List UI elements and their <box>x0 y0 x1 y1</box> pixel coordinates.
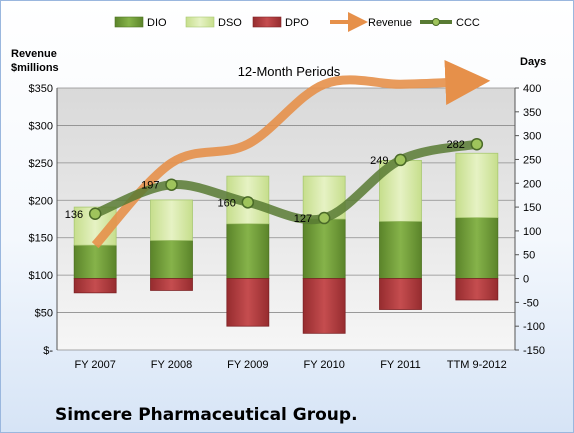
right-tick-label: -100 <box>523 321 545 333</box>
legend-label: DIO <box>147 17 167 29</box>
legend-swatch-dpo <box>252 16 282 28</box>
bar-dio <box>302 218 346 279</box>
ccc-data-label: 197 <box>141 180 159 192</box>
ccc-data-label: 249 <box>370 155 388 167</box>
revenue-line <box>91 60 491 249</box>
category-label: FY 2010 <box>303 359 344 371</box>
legend-swatch-ccc-dot <box>432 18 440 26</box>
right-tick-label: 0 <box>523 274 529 286</box>
ccc-point <box>88 207 102 221</box>
right-tick-label: 150 <box>523 202 541 214</box>
bar-dpo <box>73 278 117 294</box>
right-tick-label: 100 <box>523 226 541 238</box>
right-tick-label: 200 <box>523 178 541 190</box>
left-tick-label: $100 <box>29 270 53 282</box>
right-tick-label: -150 <box>523 345 545 357</box>
left-tick-label: $200 <box>29 195 53 207</box>
category-label: FY 2007 <box>74 359 115 371</box>
legend-swatch-dio <box>114 16 144 28</box>
right-tick-label: 350 <box>523 107 541 119</box>
category-label: FY 2011 <box>380 359 421 371</box>
bar-dio <box>455 217 499 279</box>
category-label: TTM 9-2012 <box>447 359 507 371</box>
ccc-data-label: 136 <box>65 209 83 221</box>
bar-dpo <box>150 278 193 291</box>
legend-label: DPO <box>285 17 309 29</box>
legend-swatch-dso <box>185 16 215 28</box>
left-axis-title-line1: Revenue <box>11 48 57 60</box>
right-axis-title: Days <box>520 56 547 68</box>
left-tick-label: $350 <box>29 83 53 95</box>
ccc-point <box>394 153 407 167</box>
chart-title: 12-Month Periods <box>237 64 341 79</box>
right-tick-label: 300 <box>523 131 541 143</box>
left-tick-label: $300 <box>29 120 53 132</box>
bar-dso <box>150 199 193 241</box>
left-tick-label: $- <box>43 345 53 357</box>
bar-dio <box>379 220 422 279</box>
bar-dio <box>226 223 270 279</box>
left-axis-title-line2: $millions <box>11 62 59 74</box>
right-tick-label: -50 <box>523 297 539 309</box>
left-tick-label: $50 <box>35 308 53 320</box>
ccc-point <box>470 137 484 151</box>
category-label: FY 2008 <box>151 359 192 371</box>
ccc-point <box>241 196 255 209</box>
bar-dpo <box>226 278 270 327</box>
right-tick-label: 250 <box>523 154 541 166</box>
ccc-data-label: 160 <box>217 197 235 209</box>
ccc-point <box>317 211 331 225</box>
legend-label: DSO <box>218 17 242 29</box>
left-tick-label: $150 <box>29 233 53 245</box>
legend-label: Revenue <box>368 17 412 29</box>
bar-dio <box>73 244 117 279</box>
left-axis-title: Revenue $millions <box>11 47 59 75</box>
ccc-data-label: 127 <box>294 213 312 225</box>
bar-dio <box>150 240 193 279</box>
right-tick-label: 400 <box>523 83 541 95</box>
legend: DIO DSO DPO Revenue CCC <box>114 12 480 32</box>
ccc-data-label: 282 <box>446 139 464 151</box>
left-tick-label: $250 <box>29 158 53 170</box>
bar-dpo <box>379 278 422 310</box>
bar-dso <box>455 152 499 218</box>
ccc-point <box>165 178 178 191</box>
legend-label: CCC <box>456 17 480 29</box>
category-label: FY 2009 <box>227 359 268 371</box>
bar-dpo <box>302 278 346 334</box>
right-tick-label: 50 <box>523 250 535 262</box>
company-name: Simcere Pharmaceutical Group. <box>55 405 358 425</box>
bar-dpo <box>455 278 499 301</box>
